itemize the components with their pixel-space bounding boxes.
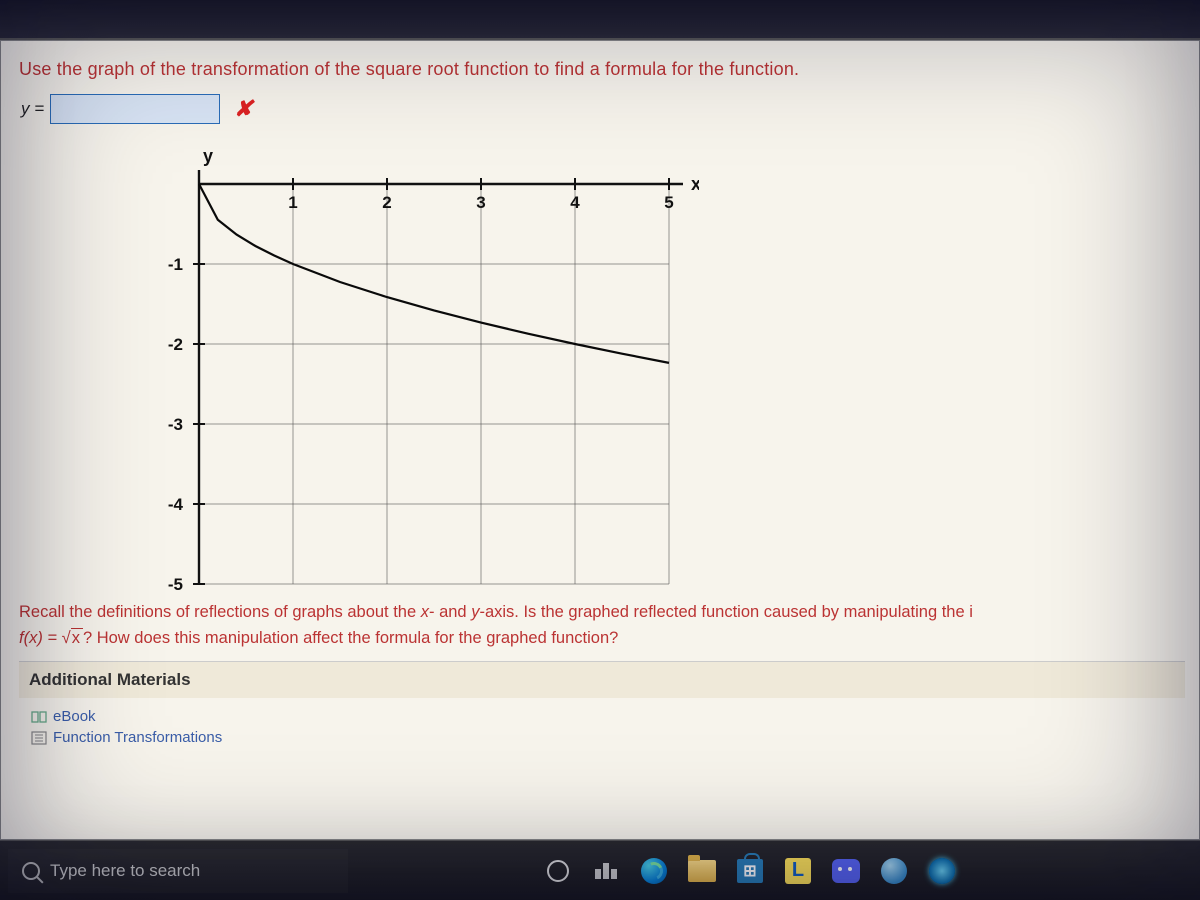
graph-container: 1 2 3 4 5 -1 -2 -3 -4 -5 y x [139,134,839,634]
cortana-icon[interactable] [536,849,580,893]
feedback-wrong-icon: ✘ [234,96,252,122]
svg-text:-2: -2 [168,335,183,354]
edge-icon[interactable] [632,849,676,893]
svg-text:-5: -5 [168,575,183,594]
store-icon[interactable]: ⊞ [728,849,772,893]
materials-list: eBook Function Transformations [19,698,1185,750]
windows-taskbar[interactable]: Type here to search ⊞ L [0,840,1200,900]
search-icon [22,862,40,880]
svg-text:-4: -4 [168,495,184,514]
ebook-link[interactable]: eBook [31,708,1173,725]
hint-fx: f(x) = [19,629,62,647]
search-placeholder: Type here to search [50,861,200,881]
sqrt-icon: √x [62,626,83,652]
svg-text:y: y [203,146,213,166]
book-icon [31,710,47,724]
video-list-icon [31,731,47,745]
file-explorer-icon[interactable] [680,849,724,893]
svg-text:1: 1 [288,193,297,212]
answer-input[interactable] [50,94,220,124]
taskview-icon[interactable] [584,849,628,893]
svg-text:-3: -3 [168,415,183,434]
svg-text:4: 4 [570,193,580,212]
question-prompt: Use the graph of the transformation of t… [19,59,1185,80]
l-app-icon[interactable]: L [776,849,820,893]
ebook-label: eBook [53,708,96,725]
homework-panel: Use the graph of the transformation of t… [0,40,1200,840]
svg-text:3: 3 [476,193,485,212]
answer-row: y = ✘ [19,94,1185,124]
swirl-icon[interactable] [920,849,964,893]
function-transformations-link[interactable]: Function Transformations [31,729,1173,746]
answer-prefix: y = [21,99,44,119]
globe-icon[interactable] [872,849,916,893]
monitor-bezel [0,0,1200,40]
taskbar-search[interactable]: Type here to search [8,849,348,893]
svg-text:5: 5 [664,193,673,212]
discord-icon[interactable] [824,849,868,893]
svg-text:-1: -1 [168,255,183,274]
additional-materials-header: Additional Materials [19,661,1185,698]
svg-text:2: 2 [382,193,391,212]
svg-text:x: x [691,174,699,194]
sqrt-arg: x [71,628,83,647]
graph-svg: 1 2 3 4 5 -1 -2 -3 -4 -5 y x [139,134,699,614]
function-transformations-label: Function Transformations [53,729,222,746]
